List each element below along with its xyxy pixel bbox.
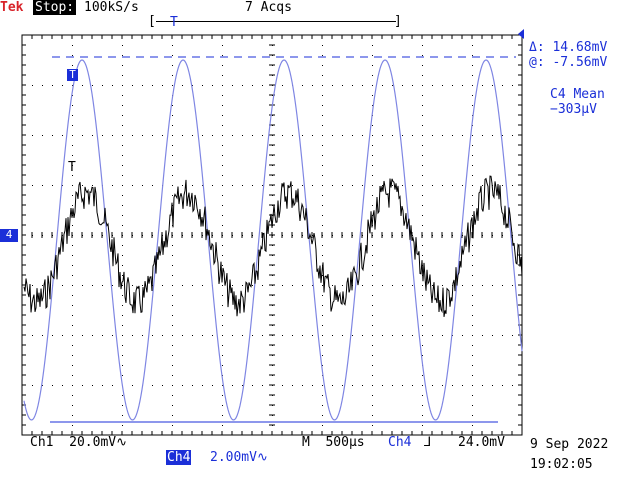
- time: 19:02:05: [530, 457, 593, 472]
- trigger-position-bar[interactable]: [ T ]: [148, 14, 402, 30]
- cursor-delta-readout: Δ: 14.68mV: [529, 40, 608, 55]
- trigger-bar-line: [156, 21, 396, 22]
- trigger-bar-marker: T: [170, 15, 178, 30]
- date: 9 Sep 2022: [530, 437, 609, 452]
- acquisition-count: 7 Acqs: [245, 0, 292, 15]
- ch1-waveform: [23, 175, 523, 317]
- ch4-label[interactable]: Ch4: [166, 450, 192, 465]
- trigger-bar-right-bracket: ]: [394, 14, 402, 29]
- cursor-position-readout: @: -7.56mV: [529, 55, 608, 70]
- graticule: [21, 34, 523, 436]
- trigger-slope-icon: ⅃: [424, 435, 432, 450]
- ch4-scale[interactable]: 2.00mV∿: [210, 450, 268, 465]
- run-state-badge: Stop:: [33, 0, 77, 15]
- ch1-trigger-marker: T: [68, 160, 76, 175]
- sample-rate: 100kS/s: [84, 0, 139, 15]
- timebase[interactable]: M 500µs: [302, 435, 365, 450]
- trigger-bar-left-bracket: [: [148, 14, 156, 29]
- trigger-level[interactable]: 24.0mV: [458, 435, 505, 450]
- ch1-scale[interactable]: Ch1 20.0mV∿: [30, 435, 127, 450]
- trigger-level-arrow-icon: [518, 29, 524, 39]
- brand-label: Tek: [0, 0, 24, 15]
- measurement-value: −303µV: [550, 102, 597, 117]
- ch4-trigger-marker: T: [67, 69, 78, 81]
- trigger-source[interactable]: Ch4: [388, 435, 412, 450]
- measurement-name: C4 Mean: [550, 87, 605, 102]
- ch4-ground-marker[interactable]: 4: [0, 229, 18, 242]
- ch4-waveform: [23, 59, 523, 421]
